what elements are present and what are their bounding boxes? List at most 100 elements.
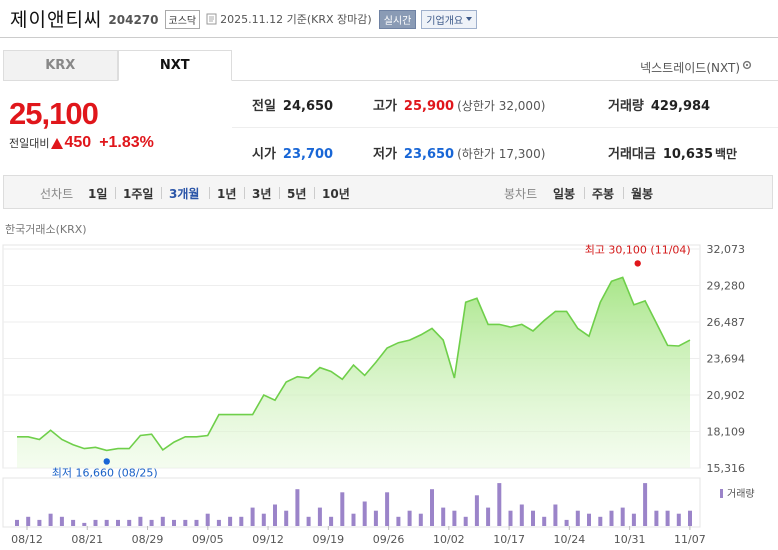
stat-value: 429,984: [650, 99, 711, 114]
volume-legend-swatch: [720, 489, 723, 498]
volume-bar: [418, 513, 423, 526]
period-separator: [584, 187, 585, 199]
candle-chart-label: 봉차트: [504, 187, 538, 201]
period-separator: [161, 187, 162, 199]
period-3y[interactable]: 3년: [252, 187, 272, 201]
gear-icon[interactable]: [742, 60, 752, 70]
volume-bar: [48, 513, 53, 526]
price-stats: 전일 24,650 고가 25,900 (상한가 32,000) 거래량 429,984…: [232, 82, 778, 174]
stat-open: 시가 23,700: [252, 143, 333, 162]
volume-bar: [430, 489, 434, 526]
x-tick-label: 08/21: [71, 533, 103, 546]
tab-nxt[interactable]: NXT: [117, 50, 232, 81]
change-value: 450: [64, 134, 92, 151]
period-5y[interactable]: 5년: [287, 187, 307, 201]
volume-bar: [531, 510, 535, 526]
stat-value: 23,700: [282, 147, 334, 162]
volume-bar: [564, 519, 569, 526]
volume-bar: [26, 516, 31, 526]
realtime-button[interactable]: 실시간: [378, 9, 417, 29]
volume-bar: [362, 501, 367, 526]
volume-border: [2, 477, 701, 528]
volume-bar: [497, 483, 502, 526]
volume-bar: [228, 516, 233, 526]
chevron-down-icon: [466, 17, 473, 21]
stat-label: 고가: [373, 99, 397, 114]
candle-daily[interactable]: 일봉: [553, 187, 576, 201]
change-percent: +1.83%: [99, 134, 154, 151]
stat-prev-close: 전일 24,650: [252, 95, 333, 114]
price-area: [17, 277, 690, 468]
period-10y[interactable]: 10년: [322, 187, 350, 201]
lower-limit: (하한가 17,300): [457, 147, 546, 161]
stat-high: 고가 25,900 (상한가 32,000): [373, 95, 545, 114]
volume-legend: 거래량: [720, 488, 755, 500]
volume-bar: [609, 510, 614, 526]
price-chart[interactable]: 32,073 29,280 26,487 23,694 20,902 18,109 15,3…: [0, 236, 778, 550]
price-line: [17, 276, 691, 452]
period-3m[interactable]: 3개월: [169, 187, 200, 201]
up-arrow-icon: [51, 137, 64, 149]
volume-bar: [676, 513, 681, 526]
volume-bar: [631, 513, 636, 526]
x-tick-label: 08/12: [11, 533, 43, 546]
volume-bar: [261, 513, 266, 526]
tab-krx[interactable]: KRX: [3, 50, 118, 81]
volume-bar: [273, 504, 277, 526]
volume-bar: [149, 519, 154, 526]
volume-bar: [82, 522, 87, 526]
volume-bar: [138, 516, 143, 526]
stat-value: 25,900: [403, 99, 455, 114]
chart-period-bar: 선차트 1일 1주일 3개월 1년 3년 5년 10년 봉차트 일봉 주봉 월봉: [3, 175, 773, 209]
candle-weekly[interactable]: 주봉: [592, 187, 615, 201]
high-annotation: 최고 30,100 (11/04): [585, 243, 691, 256]
volume-bar: [688, 510, 692, 526]
stat-low: 저가 23,650 (하한가 17,300): [373, 143, 545, 162]
tabs-underline: [232, 80, 778, 81]
stat-value: 23,650: [403, 147, 455, 162]
volume-bar: [317, 507, 322, 526]
upper-limit: (상한가 32,000): [457, 99, 546, 113]
price-summary: 25,100 전일대비 450 +1.83%: [9, 96, 154, 152]
volume-bar: [620, 507, 625, 526]
volume-bar: [407, 510, 412, 526]
low-marker: [103, 458, 110, 465]
candle-monthly[interactable]: 월봉: [631, 187, 654, 201]
document-icon: [206, 13, 217, 25]
stock-code: 204270: [108, 12, 159, 27]
volume-bar: [665, 510, 670, 526]
volume-bar: [329, 516, 334, 526]
y-tick-label: 18,109: [707, 426, 746, 439]
period-1w[interactable]: 1주일: [123, 187, 154, 201]
period-separator: [623, 187, 624, 199]
volume-bar: [59, 516, 64, 526]
volume-bar: [396, 516, 401, 526]
company-overview-label: 기업개요: [426, 15, 464, 27]
stat-unit: 백만: [715, 147, 738, 161]
stats-divider: [232, 127, 778, 128]
volume-bar: [93, 519, 98, 526]
x-axis: 08/12 08/21 08/29 09/05 09/12 09/19 09/26 10/02…: [11, 526, 706, 546]
header-divider: [0, 37, 778, 38]
stat-label: 시가: [252, 147, 276, 162]
period-1d[interactable]: 1일: [88, 187, 108, 201]
company-overview-dropdown[interactable]: 기업개요: [421, 9, 478, 29]
x-tick-label: 09/12: [252, 533, 284, 546]
volume-bar: [104, 519, 109, 526]
volume-bar: [351, 513, 356, 526]
period-separator: [314, 187, 315, 199]
period-1y[interactable]: 1년: [217, 187, 237, 201]
low-annotation: 최저 16,660 (08/25): [52, 466, 158, 479]
stock-name: 제이앤티씨: [10, 8, 103, 31]
x-tick-label: 10/31: [614, 533, 646, 546]
market-badge: 코스닥: [164, 9, 201, 29]
y-axis: 32,073 29,280 26,487 23,694 20,902 18,109 15,3…: [707, 243, 746, 475]
stat-label: 저가: [373, 147, 397, 162]
y-tick-label: 29,280: [707, 280, 746, 293]
volume-bar: [598, 516, 603, 526]
volume-bar: [295, 489, 300, 526]
period-separator: [244, 187, 245, 199]
change-label: 전일대비: [9, 137, 50, 150]
stat-value: 24,650: [282, 99, 334, 114]
period-separator: [209, 187, 210, 199]
